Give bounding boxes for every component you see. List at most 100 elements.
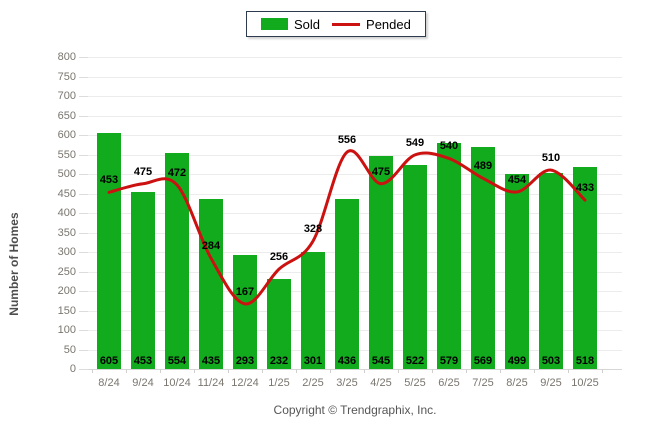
gridline-600	[88, 135, 622, 136]
legend-item-pended: Pended	[332, 17, 411, 32]
gridline-700	[88, 96, 622, 97]
sold-value-label: 499	[507, 355, 527, 367]
sold-value-label: 453	[133, 355, 153, 367]
pended-value-label: 328	[303, 223, 323, 236]
sold-swatch-icon	[261, 18, 288, 30]
x-tick-mark	[262, 369, 263, 373]
sold-value-label: 605	[99, 355, 119, 367]
copyright-footer: Copyright © Trendgraphix, Inc.	[273, 403, 437, 417]
x-tick-mark	[534, 369, 535, 373]
sold-bar-4/25	[369, 156, 393, 369]
y-tick-mark	[79, 330, 88, 331]
y-tick-label: 700	[57, 90, 76, 102]
y-tick-label: 500	[57, 168, 76, 180]
sold-bar-12/24	[233, 254, 257, 369]
x-tick-mark	[194, 369, 195, 373]
y-axis-title: Number of Homes	[7, 212, 21, 316]
x-tick-mark	[126, 369, 127, 373]
sold-bar-2/25	[301, 251, 325, 369]
x-axis-label-7/25: 7/25	[472, 377, 494, 389]
x-axis: 8/24 9/24 10/24 11/24 12/24 1/25 2/25 3/25 4/25 5…	[92, 369, 603, 395]
y-tick-mark	[79, 76, 88, 78]
x-tick-mark	[160, 369, 161, 373]
x-tick-mark	[500, 369, 501, 373]
sold-value-label: 554	[167, 355, 187, 367]
x-axis-label-12/24: 12/24	[231, 377, 259, 389]
sold-value-label: 436	[337, 355, 357, 367]
x-axis-label-10/24: 10/24	[163, 377, 191, 389]
x-tick-mark	[602, 369, 603, 373]
y-tick-mark	[79, 291, 88, 292]
pended-value-label: 453	[99, 174, 119, 187]
sold-value-label: 569	[473, 355, 493, 367]
gridline-550	[88, 154, 622, 156]
y-tick-label: 300	[57, 246, 76, 258]
x-axis-label-1/25: 1/25	[268, 377, 290, 389]
sold-value-label: 293	[235, 355, 255, 367]
value-label-layer: 605 453 554 435 293 232 301 436 545 522 579 569 499 5…	[92, 57, 602, 369]
x-axis-label-2/25: 2/25	[302, 377, 324, 389]
sold-bar-3/25	[335, 198, 359, 369]
pended-value-label: 454	[507, 173, 527, 186]
y-tick-mark	[79, 154, 88, 156]
pended-value-label: 549	[405, 136, 425, 149]
x-axis-label-3/25: 3/25	[336, 377, 358, 389]
chart-legend: Sold Pended	[246, 11, 426, 37]
y-tick-label: 400	[57, 207, 76, 219]
y-tick-mark	[79, 252, 88, 253]
y-tick-label: 150	[57, 304, 76, 317]
sold-value-label: 522	[405, 355, 425, 367]
y-tick-label: 450	[57, 187, 76, 200]
pended-value-label: 472	[167, 166, 187, 179]
y-tick-mark	[79, 271, 88, 273]
x-axis-label-11/24: 11/24	[197, 377, 225, 389]
y-tick-mark	[79, 135, 88, 136]
sold-value-label: 579	[439, 355, 459, 367]
gridline-450	[88, 193, 622, 195]
x-axis-label-9/24: 9/24	[132, 377, 154, 389]
sold-bar-5/25	[403, 165, 427, 369]
x-axis-label-9/25: 9/25	[540, 377, 562, 389]
pended-value-label: 556	[337, 134, 357, 147]
x-tick-mark	[432, 369, 433, 373]
bar-layer	[92, 57, 602, 369]
pended-value-label: 475	[133, 165, 153, 178]
sold-bar-9/25	[539, 172, 563, 369]
sold-value-label: 435	[201, 355, 221, 367]
y-tick-label: 100	[57, 324, 76, 336]
sold-bar-9/24	[131, 192, 155, 369]
y-tick-mark	[79, 369, 88, 370]
x-tick-mark	[466, 369, 467, 373]
sold-bar-6/25	[437, 143, 461, 369]
y-tick-mark	[79, 193, 88, 195]
sold-value-label: 503	[541, 355, 561, 367]
pended-value-label: 489	[473, 160, 493, 173]
x-axis-label-4/25: 4/25	[370, 377, 392, 389]
sold-bar-11/24	[199, 199, 223, 369]
x-axis-label-10/25: 10/25	[571, 377, 599, 389]
x-tick-mark	[228, 369, 229, 373]
gridline-650	[88, 115, 622, 117]
x-tick-mark	[330, 369, 331, 373]
y-tick-label: 600	[57, 129, 76, 141]
gridline-500	[88, 174, 622, 175]
x-tick-mark	[296, 369, 297, 373]
y-tick-mark	[79, 57, 88, 58]
sold-value-label: 232	[269, 355, 289, 367]
x-tick-mark	[92, 369, 93, 373]
x-tick-mark	[568, 369, 569, 373]
gridline-800	[88, 57, 622, 58]
y-tick-mark	[79, 349, 88, 351]
x-axis-label-5/25: 5/25	[404, 377, 426, 389]
pended-line	[107, 149, 587, 306]
y-tick-mark	[79, 213, 88, 214]
sold-bar-8/24	[97, 133, 121, 369]
legend-sold-label: Sold	[294, 16, 321, 32]
x-tick-mark	[364, 369, 365, 373]
x-axis-label-8/24: 8/24	[98, 377, 120, 389]
pended-swatch-icon	[332, 22, 361, 26]
x-axis-label-6/25: 6/25	[438, 377, 460, 389]
legend-item-sold: Sold	[261, 17, 320, 32]
x-axis-label-8/25: 8/25	[506, 377, 528, 389]
